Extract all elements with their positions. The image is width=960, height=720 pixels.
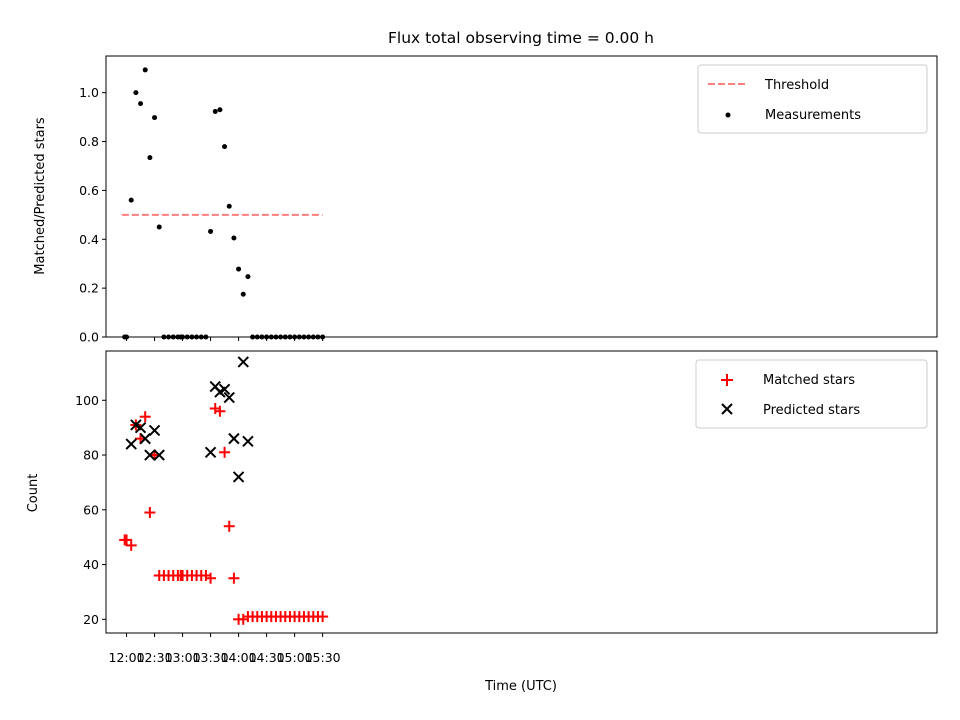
top-y-tick-label: 0.8 [79, 134, 99, 149]
measurement-point [231, 235, 237, 241]
x-tick-label: 15:00 [277, 650, 313, 665]
bottom-y-tick-label: 60 [83, 502, 99, 517]
x-tick-label: 14:30 [249, 650, 285, 665]
top-y-tick-label: 0.0 [79, 330, 99, 345]
matched-star-point [139, 411, 151, 423]
matched-star-point [219, 446, 231, 458]
x-axis-label: Time (UTC) [484, 679, 557, 694]
predicted-star-point [242, 435, 254, 448]
measurement-point [128, 197, 134, 203]
measurements-legend-marker [725, 112, 731, 118]
measurement-point [236, 266, 242, 272]
measurement-point [240, 291, 246, 297]
predicted-star-point [125, 438, 137, 450]
predicted-star-point [148, 424, 161, 437]
bottom-plot-area [119, 356, 329, 625]
top-y-tick-label: 0.4 [79, 232, 99, 247]
measurement-point [222, 144, 228, 150]
measurement-point [208, 228, 214, 234]
bottom-legend-box [695, 359, 928, 429]
measurement-point [226, 203, 232, 209]
predicted-star-point [134, 421, 147, 434]
bottom-axes-frame [105, 350, 938, 634]
bottom-legend: Matched stars Predicted stars [695, 359, 928, 429]
top-axis-ticks: 0.0 0.2 0.4 0.6 0.8 1.0 [79, 85, 324, 345]
bottom-y-tick-label: 40 [83, 557, 99, 572]
top-legend-box [697, 64, 928, 134]
bottom-y-tick-label: 80 [83, 448, 99, 463]
top-y-tick-label: 0.2 [79, 281, 99, 296]
x-tick-label: 13:00 [165, 650, 201, 665]
chart-title: Flux total observing time = 0.00 h [388, 29, 654, 47]
bottom-y-tick-label: 20 [83, 612, 99, 627]
threshold-legend-label: Threshold [764, 78, 829, 93]
predicted-legend-label: Predicted stars [763, 403, 860, 418]
measurement-point [156, 224, 162, 230]
predicted-star-point [237, 356, 249, 368]
measurement-point [212, 108, 218, 114]
top-legend: Threshold Measurements [697, 64, 928, 134]
measurement-point [138, 101, 144, 107]
measurement-point [152, 115, 158, 121]
measurements-legend-label: Measurements [765, 108, 861, 123]
matched-star-point [121, 534, 133, 546]
measurement-point [245, 274, 251, 280]
top-y-tick-label: 0.6 [79, 183, 99, 198]
predicted-star-point [139, 432, 151, 445]
measurement-point [217, 107, 223, 113]
top-y-tick-label: 1.0 [79, 85, 99, 100]
predicted-star-point [144, 449, 156, 461]
x-tick-label: 14:00 [221, 650, 257, 665]
top-plot-area [121, 67, 326, 340]
predicted-star-point [232, 471, 245, 483]
matched-star-point [214, 405, 226, 417]
top-axes-frame [105, 55, 938, 338]
predicted-star-point [204, 446, 217, 459]
predicted-star-point [228, 432, 240, 445]
matched-legend-label: Matched stars [763, 373, 855, 388]
measurement-point [142, 67, 148, 73]
bottom-y-tick-label: 100 [75, 393, 99, 408]
measurement-point [133, 90, 139, 96]
x-tick-label: 12:00 [109, 650, 145, 665]
bottom-axis-ticks: 20 40 60 80 100 12:0012:3013:0013:3014:0014:3… [75, 393, 341, 665]
bottom-y-axis-label: Count [26, 474, 41, 513]
matched-star-point [317, 611, 329, 623]
predicted-star-point [223, 391, 235, 404]
measurement-point [147, 155, 153, 161]
matched-star-point [125, 539, 137, 551]
matched-star-point [223, 520, 235, 532]
x-tick-label: 12:30 [137, 650, 173, 665]
matched-star-point [144, 507, 156, 519]
predicted-legend-marker [721, 403, 733, 415]
matched-legend-marker [721, 374, 733, 386]
predicted-star-point [153, 449, 165, 461]
x-tick-label: 13:30 [193, 650, 229, 665]
matched-star-point [228, 572, 240, 584]
x-tick-label: 15:30 [305, 650, 341, 665]
matched-star-point [205, 572, 217, 584]
predicted-star-point [218, 383, 231, 396]
top-y-axis-label: Matched/Predicted stars [33, 117, 48, 275]
